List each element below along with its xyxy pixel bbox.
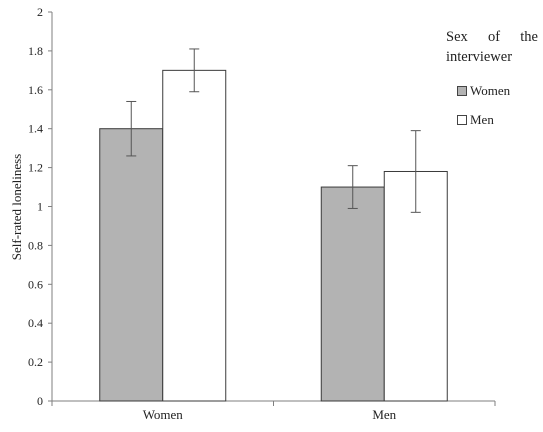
legend-item-women: Women [457, 83, 510, 99]
x-tick-label: Women [143, 407, 184, 422]
y-tick-label: 1.2 [28, 161, 43, 175]
legend-title-line2: interviewer [446, 49, 513, 65]
bar [99, 128, 164, 402]
legend-title-word: of [487, 29, 501, 45]
legend-swatch-women [457, 86, 467, 96]
legend-label-men: Men [470, 112, 494, 127]
y-axis-label: Self-rated loneliness [9, 154, 24, 261]
y-tick-label: 2 [37, 5, 43, 19]
legend-title: Sex of the interviewer [446, 27, 538, 67]
legend-title-word: the [520, 29, 538, 45]
y-tick-label: 0.6 [28, 277, 43, 291]
y-tick-label: 0.2 [28, 355, 43, 369]
bar [162, 69, 227, 402]
x-tick-label: Men [372, 407, 396, 422]
bar [320, 186, 385, 402]
y-tick-label: 1.6 [28, 83, 43, 97]
y-tick-label: 0 [37, 394, 43, 408]
legend-swatch-men [457, 115, 467, 125]
legend-title-word: Sex [446, 29, 468, 45]
bars [99, 48, 448, 402]
legend-item-men: Men [457, 112, 494, 128]
x-axis: Women Men [51, 400, 496, 422]
y-tick-label: 1.4 [28, 122, 43, 136]
y-tick-label: 1.8 [28, 44, 43, 58]
y-axis: 0 0.2 0.4 0.6 0.8 1 1.2 1.4 1.6 1.8 2 [28, 5, 53, 408]
y-tick-label: 0.8 [28, 238, 43, 252]
y-tick-label: 1 [37, 200, 43, 214]
legend-label-women: Women [470, 83, 511, 98]
y-tick-label: 0.4 [28, 316, 43, 330]
